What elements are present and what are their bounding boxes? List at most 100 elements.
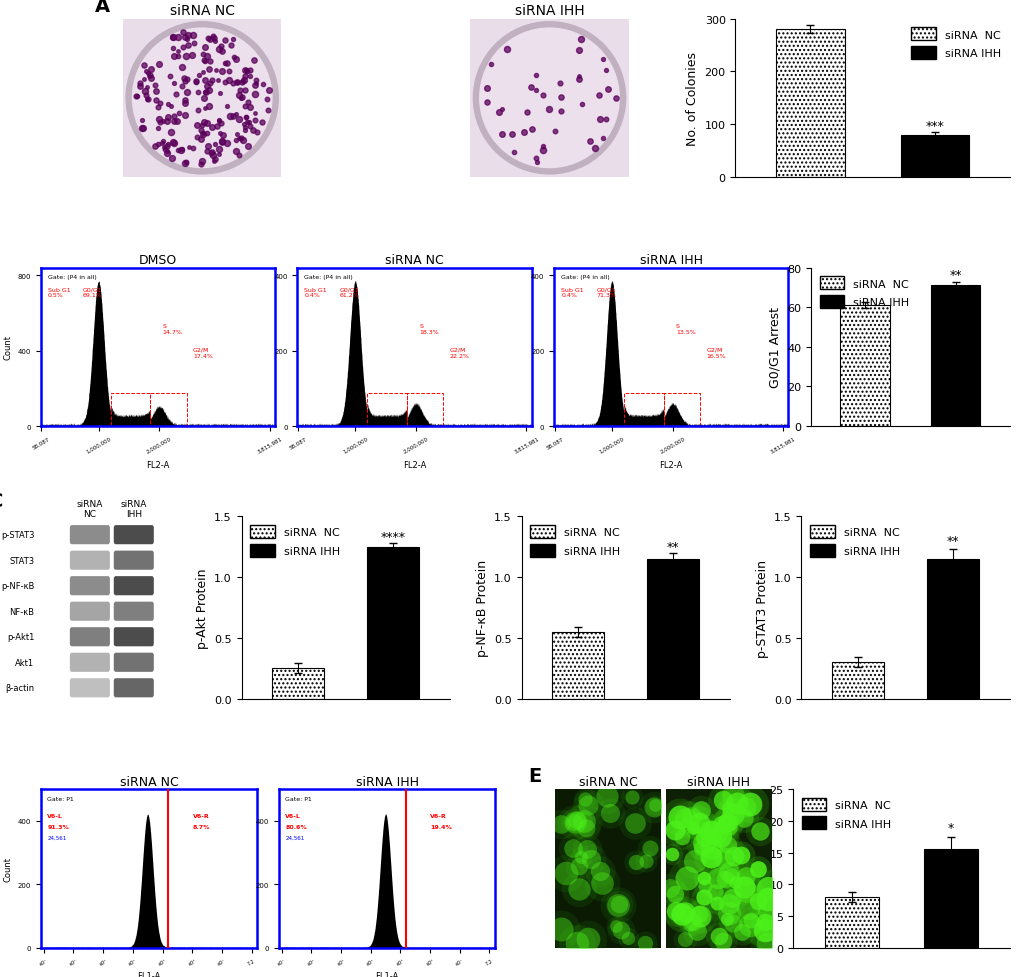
Point: [160, 110, 176, 126]
Point: [236, 123, 253, 139]
Point: [137, 71, 153, 87]
Text: 19.4%: 19.4%: [430, 825, 451, 829]
Point: [524, 122, 540, 138]
Point: [666, 886, 683, 902]
Point: [718, 912, 735, 927]
Point: [610, 897, 627, 913]
Point: [247, 78, 263, 94]
Point: [197, 55, 213, 70]
Bar: [832, 662, 883, 699]
Point: [160, 137, 176, 152]
Point: [739, 900, 755, 915]
Text: *: *: [947, 821, 953, 833]
Title: siRNA IHH: siRNA IHH: [356, 775, 418, 788]
Text: STAT3: STAT3: [9, 556, 35, 565]
Point: [505, 145, 522, 160]
FancyBboxPatch shape: [114, 576, 154, 596]
Y-axis label: DCFDA Fluorescence
Intensity %: DCFDA Fluorescence Intensity %: [735, 804, 763, 933]
Point: [725, 807, 741, 823]
Point: [491, 105, 507, 120]
Point: [641, 840, 657, 856]
Point: [723, 890, 740, 906]
Point: [136, 59, 152, 74]
Point: [197, 101, 213, 116]
Point: [493, 103, 510, 118]
Point: [197, 73, 213, 89]
Text: V6-L: V6-L: [47, 813, 63, 818]
Point: [175, 40, 192, 56]
Point: [677, 812, 693, 828]
Y-axis label: Count: Count: [3, 335, 12, 360]
Point: [612, 922, 629, 938]
Y-axis label: p-NF-κB Protein: p-NF-κB Protein: [475, 560, 488, 657]
Point: [692, 841, 708, 857]
Point: [242, 115, 258, 131]
Point: [696, 878, 712, 894]
Point: [141, 69, 157, 85]
Point: [128, 89, 145, 105]
FancyBboxPatch shape: [114, 602, 154, 621]
Point: [212, 86, 228, 102]
Point: [624, 789, 640, 805]
Point: [195, 127, 211, 143]
Point: [725, 807, 741, 823]
Point: [682, 809, 698, 825]
Text: β-actin: β-actin: [5, 684, 35, 693]
Point: [756, 913, 772, 929]
Bar: [111, 394, 150, 427]
Point: [708, 896, 725, 912]
Point: [159, 114, 175, 130]
Point: [572, 849, 588, 865]
Point: [711, 828, 728, 844]
Point: [214, 44, 230, 60]
Point: [569, 935, 585, 951]
Text: G0/G1
61.2%: G0/G1 61.2%: [339, 287, 359, 298]
Text: Gate: (P4 in all): Gate: (P4 in all): [305, 275, 353, 279]
Point: [728, 795, 744, 811]
Point: [541, 102, 557, 117]
Point: [726, 848, 742, 864]
Point: [756, 922, 772, 938]
Text: siRNA
NC: siRNA NC: [76, 499, 103, 519]
Point: [591, 863, 607, 878]
Point: [601, 806, 618, 822]
Point: [247, 87, 263, 103]
Bar: [929, 285, 979, 427]
Point: [578, 841, 594, 857]
Point: [152, 96, 168, 111]
Point: [597, 111, 613, 127]
Point: [166, 114, 182, 130]
Point: [565, 840, 581, 856]
Point: [137, 84, 153, 100]
Point: [224, 75, 240, 91]
Point: [154, 136, 170, 151]
Text: ***: ***: [924, 120, 944, 133]
Point: [626, 816, 642, 831]
Point: [201, 99, 217, 114]
Text: G2/M
16.5%: G2/M 16.5%: [705, 348, 726, 359]
Point: [594, 875, 610, 891]
Point: [718, 837, 735, 853]
Point: [709, 870, 726, 885]
Point: [566, 814, 582, 829]
Point: [202, 55, 218, 70]
Point: [577, 821, 593, 836]
Point: [479, 95, 495, 110]
Point: [569, 812, 585, 828]
Text: G0/G1
69.1%: G0/G1 69.1%: [83, 287, 103, 298]
Point: [140, 80, 156, 96]
Point: [758, 935, 774, 951]
Point: [523, 80, 539, 96]
Point: [180, 140, 197, 155]
Point: [235, 73, 252, 89]
Point: [626, 816, 642, 831]
Text: Sub G1
0.4%: Sub G1 0.4%: [305, 287, 327, 298]
Point: [493, 127, 510, 143]
Point: [571, 859, 587, 874]
Point: [534, 140, 550, 155]
Point: [677, 905, 693, 920]
Point: [203, 146, 219, 161]
Text: NF-κB: NF-κB: [9, 607, 35, 616]
Point: [229, 75, 246, 91]
Point: [733, 848, 749, 864]
